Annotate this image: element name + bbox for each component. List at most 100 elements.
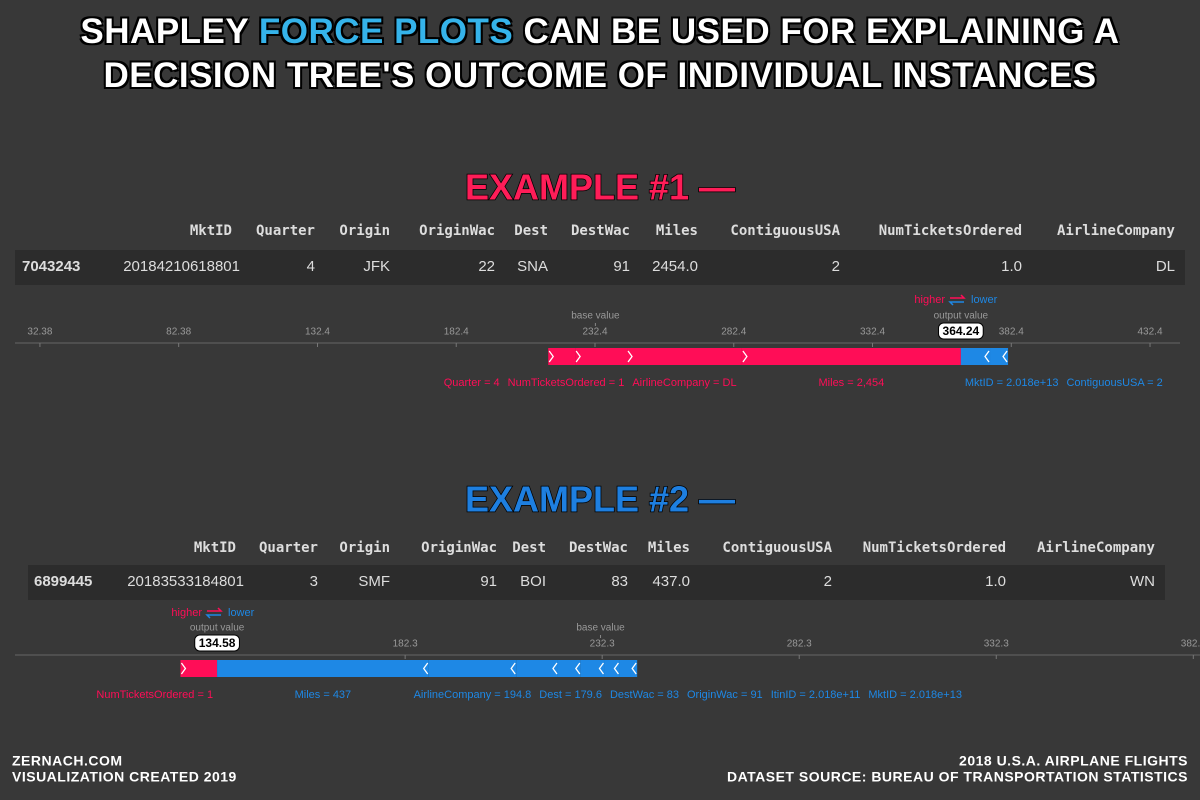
legend-lower: lower (228, 607, 255, 619)
feature-label: ItinID = 2.018e+11 (771, 689, 861, 701)
column-header: Quarter (256, 223, 315, 239)
feature-label: Miles = 2,454 (819, 377, 885, 389)
chevron (422, 662, 429, 675)
table-row-band (28, 565, 1165, 600)
feature-label: Quarter = 4 (444, 377, 500, 389)
table-cell: 2454.0 (652, 258, 698, 275)
force-segment (960, 348, 991, 365)
chevron (180, 662, 187, 675)
footer-right: 2018 U.S.A. AIRPLANE FLIGHTS (959, 753, 1188, 769)
force-segment (428, 660, 517, 677)
feature-label: AirlineCompany = DL (632, 377, 736, 389)
column-header: NumTicketsOrdered (863, 540, 1006, 556)
chevron (575, 662, 581, 675)
x-tick-label: 332.4 (860, 327, 885, 338)
force-segment (604, 660, 620, 677)
table-cell: SNA (517, 258, 548, 275)
column-header: OriginWac (421, 540, 497, 556)
legend-higher: higher (914, 294, 945, 306)
legend-arrow (948, 301, 964, 306)
output-value-bubble (194, 634, 240, 652)
legend-lower: lower (971, 294, 998, 306)
column-header: DestWac (569, 540, 628, 556)
force-segment (627, 348, 742, 365)
footer-left: ZERNACH.COM (12, 753, 123, 769)
feature-label: NumTicketsOrdered = 1 (96, 689, 213, 701)
feature-label: MktID = 2.018e+13 (868, 689, 962, 701)
chevron (510, 662, 516, 675)
output-value: 134.58 (199, 636, 236, 650)
feature-label: NumTicketsOrdered = 1 (508, 377, 625, 389)
force-segment (548, 348, 576, 365)
table-cell: 20184210618801 (123, 258, 240, 275)
feature-label: DestWac = 83 (610, 689, 679, 701)
force-segment (180, 660, 218, 677)
force-segment (217, 660, 429, 677)
example-heading: EXAMPLE #2 — (465, 479, 735, 520)
x-tick-label: 182.4 (444, 327, 469, 338)
chevron (613, 662, 619, 675)
table-cell: 2 (832, 258, 840, 275)
feature-label: MktID = 2.018e+13 (965, 377, 1059, 389)
chevron (742, 350, 748, 363)
column-header: Dest (512, 540, 546, 556)
title-part: CAN BE USED FOR EXPLAINING A DECISION TR… (103, 12, 1120, 95)
chevron (552, 662, 558, 675)
output-value-label: output value (190, 623, 245, 634)
footer-left: VISUALIZATION CREATED 2019 (12, 769, 237, 785)
x-tick-label: 32.38 (27, 327, 52, 338)
table-cell: 1.0 (985, 573, 1006, 590)
force-segment (516, 660, 558, 677)
table-cell: 91 (480, 573, 497, 590)
chevron (627, 350, 633, 363)
title: SHAPLEY FORCE PLOTS CAN BE USED FOR EXPL… (10, 10, 1190, 98)
column-header: ContiguousUSA (730, 223, 840, 239)
force-segment (575, 348, 628, 365)
legend-arrow (950, 294, 966, 299)
table-cell: SMF (358, 573, 390, 590)
column-header: Quarter (259, 540, 318, 556)
column-header: Origin (339, 223, 390, 239)
x-tick-label: 282.4 (721, 327, 746, 338)
column-header: MktID (190, 223, 232, 239)
force-segment (557, 660, 581, 677)
feature-label: OriginWac = 91 (687, 689, 763, 701)
output-value-bubble (938, 322, 984, 340)
row-index: 6899445 (34, 573, 92, 590)
x-tick-label: 382.3 (1181, 639, 1200, 650)
column-header: ContiguousUSA (722, 540, 832, 556)
table-cell: JFK (363, 258, 390, 275)
x-tick-label: 432.4 (1138, 327, 1163, 338)
example-heading: EXAMPLE #1 — (465, 167, 735, 208)
column-header: AirlineCompany (1037, 540, 1156, 556)
output-value-label: output value (934, 311, 989, 322)
title-highlight: FORCE PLOTS (258, 12, 514, 51)
x-tick-label: 282.3 (787, 639, 812, 650)
chevron (631, 662, 637, 675)
title-part: SHAPLEY (80, 12, 249, 51)
base-value-label: base value (571, 311, 620, 322)
table-cell: 4 (307, 258, 315, 275)
table-cell: DL (1156, 258, 1175, 275)
force-segment (619, 660, 638, 677)
feature-label: Miles = 437 (295, 689, 352, 701)
table-cell: 437.0 (652, 573, 690, 590)
table-cell: 1.0 (1001, 258, 1022, 275)
x-tick-label: 132.4 (305, 327, 330, 338)
table-cell: 2 (824, 573, 832, 590)
column-header: OriginWac (419, 223, 495, 239)
column-header: AirlineCompany (1057, 223, 1176, 239)
table-cell: WN (1130, 573, 1155, 590)
column-header: Miles (656, 223, 698, 239)
legend-arrow (205, 614, 221, 619)
table-row-band (15, 250, 1185, 285)
chevron (1002, 350, 1008, 363)
column-header: DestWac (571, 223, 630, 239)
feature-label: ContiguousUSA = 2 (1066, 377, 1162, 389)
legend-higher: higher (171, 607, 202, 619)
table-cell: 22 (478, 258, 495, 275)
x-tick-label: 82.38 (166, 327, 191, 338)
feature-label: AirlineCompany = 194.8 (414, 689, 532, 701)
